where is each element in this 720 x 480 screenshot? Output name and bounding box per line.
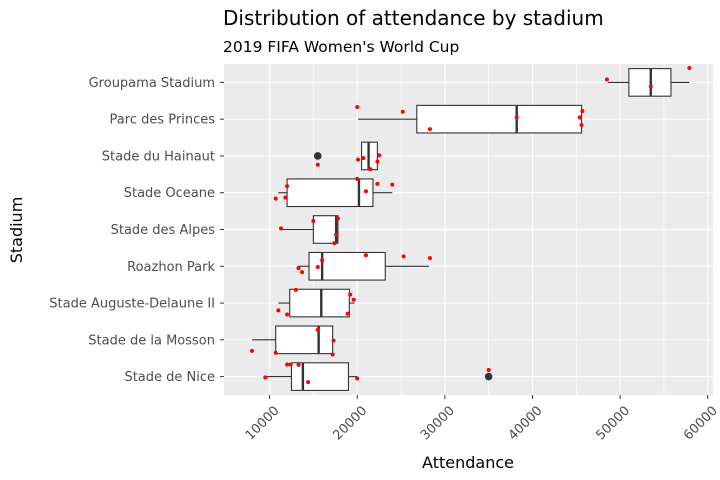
data-point [345, 311, 350, 316]
x-axis-label: Attendance [422, 453, 514, 472]
chart-title: Distribution of attendance by stadium [223, 6, 604, 30]
box-7 [278, 288, 355, 318]
data-point [648, 84, 653, 89]
y-tick-label: Stade du Hainaut [102, 149, 215, 164]
box-1 [607, 68, 690, 97]
outlier-point [313, 152, 322, 160]
data-point [361, 156, 366, 161]
box-9 [265, 362, 493, 391]
data-point [296, 266, 301, 271]
data-point [375, 159, 380, 164]
data-point [355, 376, 360, 381]
data-point [315, 265, 320, 270]
y-tick-label: Parc des Princes [110, 113, 216, 128]
data-point [285, 362, 290, 367]
data-point [276, 308, 281, 313]
data-point [427, 256, 432, 261]
box-6 [297, 251, 430, 281]
data-point [273, 196, 278, 201]
data-point [390, 182, 395, 187]
box-4 [278, 178, 393, 208]
data-point [263, 375, 268, 380]
box-body [312, 215, 339, 244]
box-body [275, 325, 334, 355]
data-point [306, 380, 311, 385]
outlier-point [484, 372, 493, 381]
data-point [363, 253, 368, 258]
y-tick-label: Stade Auguste-Delaune II [49, 297, 215, 312]
data-point [514, 115, 519, 120]
x-tick-label: 50000 [593, 403, 633, 443]
x-tick-label: 60000 [681, 403, 720, 443]
y-axis: Groupama Stadium Parc des Princes Stade du… [49, 76, 224, 385]
data-point [355, 176, 360, 181]
data-point [278, 226, 283, 231]
data-point [400, 109, 405, 114]
data-point [285, 312, 290, 317]
box-body [289, 288, 350, 318]
x-tick-label: 20000 [330, 403, 370, 443]
box-body [290, 362, 349, 391]
data-point [273, 350, 278, 355]
data-point [355, 105, 360, 110]
x-axis: 10000 20000 30000 40000 50000 60000 [243, 395, 720, 443]
data-point [687, 66, 692, 71]
data-point [377, 153, 382, 158]
data-point [427, 127, 432, 132]
data-point [320, 258, 325, 263]
data-point [348, 292, 353, 297]
data-point [311, 219, 316, 224]
x-tick-label: 10000 [243, 403, 283, 443]
y-axis-label: Stadium [7, 197, 26, 264]
data-point [368, 167, 373, 172]
data-point [401, 254, 406, 259]
data-point [315, 162, 320, 167]
data-point [375, 181, 380, 186]
data-point [363, 189, 368, 194]
box-body [416, 104, 583, 134]
x-tick-label: 30000 [418, 403, 458, 443]
y-tick-label: Stade Oceane [124, 186, 215, 201]
data-point [299, 270, 304, 275]
data-point [293, 287, 298, 292]
box-body [308, 251, 386, 281]
chart-subtitle: 2019 FIFA Women's World Cup [223, 38, 459, 56]
y-tick-label: Stade des Alpes [111, 223, 216, 238]
data-point [288, 362, 293, 367]
x-tick-label: 40000 [506, 403, 546, 443]
data-point [332, 241, 337, 246]
boxes [252, 68, 690, 391]
data-point [330, 352, 335, 357]
data-point [315, 327, 320, 332]
jitter-points [250, 66, 692, 385]
data-point [577, 115, 582, 120]
data-point [334, 232, 339, 237]
data-point [331, 338, 336, 343]
data-point [285, 184, 290, 189]
box-5 [280, 215, 339, 244]
data-point [356, 157, 361, 162]
box-2 [358, 104, 583, 134]
y-tick-label: Groupama Stadium [89, 76, 215, 91]
data-point [580, 109, 585, 114]
data-point [351, 297, 356, 302]
data-point [579, 123, 584, 128]
y-tick-label: Stade de Nice [124, 370, 215, 385]
y-tick-label: Roazhon Park [127, 260, 215, 275]
data-point [604, 77, 609, 82]
data-point [486, 367, 491, 372]
data-point [283, 195, 288, 200]
y-tick-label: Stade de la Mosson [88, 333, 215, 348]
data-point [335, 216, 340, 221]
box-8 [252, 325, 334, 355]
data-point [250, 348, 255, 353]
data-point [296, 362, 301, 367]
